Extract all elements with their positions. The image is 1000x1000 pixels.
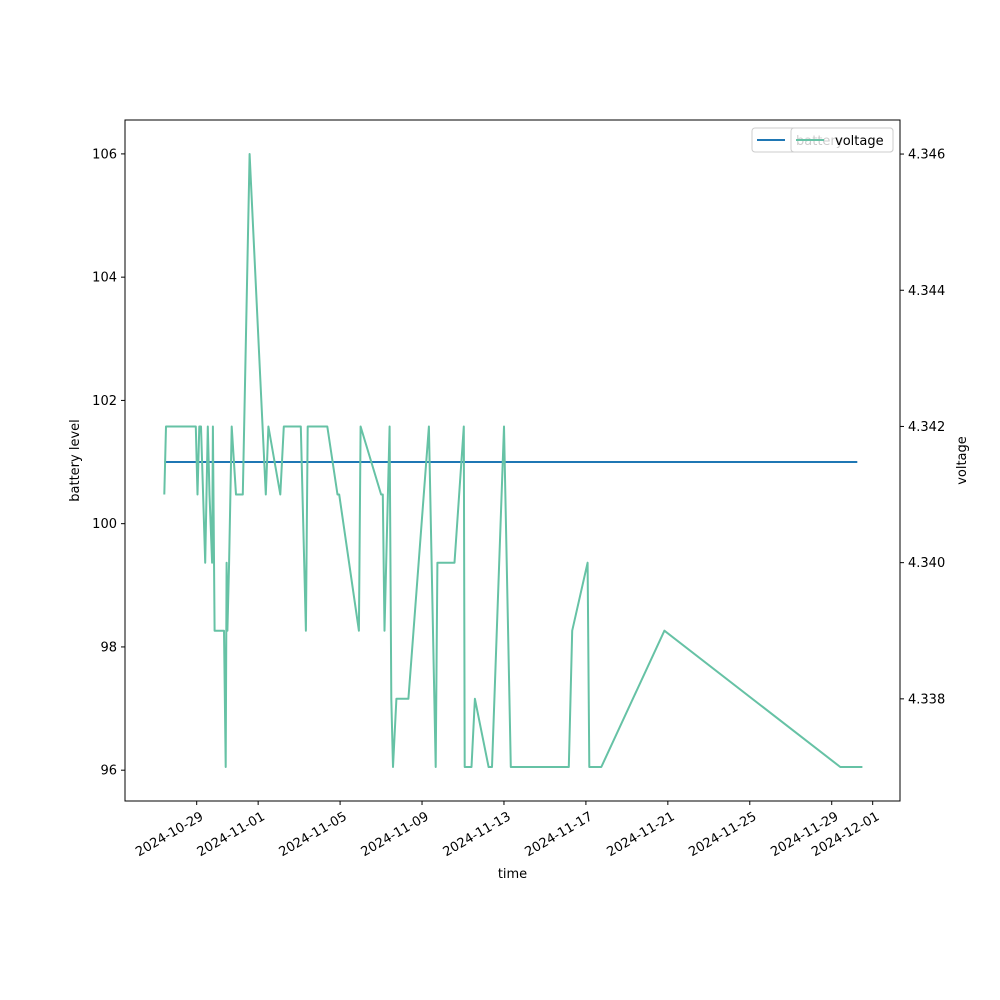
y2-tick-label: 4.342 <box>908 420 945 435</box>
y-tick-label: 106 <box>92 147 117 162</box>
y-tick-label: 100 <box>92 517 117 532</box>
series-line-voltage <box>163 153 863 768</box>
y-tick-label: 96 <box>100 764 117 779</box>
plot-frame <box>124 119 901 802</box>
y-axis-label: battery level <box>68 419 83 502</box>
y-axis-right: 4.338 4.340 4.342 4.344 4.346 <box>900 148 945 707</box>
y-tick-label: 104 <box>92 271 117 286</box>
x-axis-label: time <box>498 867 527 882</box>
y2-tick-label: 4.344 <box>908 284 945 299</box>
legend-voltage: voltage <box>790 127 894 153</box>
y2-tick-label: 4.338 <box>908 692 945 707</box>
legend-box <box>790 127 894 153</box>
y-axis-left: 96 98 100 102 104 106 <box>92 147 125 779</box>
legend-label-voltage: voltage <box>835 134 884 149</box>
series-layer <box>163 153 863 768</box>
y2-axis-label: voltage <box>955 436 970 485</box>
y2-tick-label: 4.346 <box>908 148 945 163</box>
y2-tick-label: 4.340 <box>908 556 945 571</box>
y-tick-label: 98 <box>100 640 117 655</box>
y-tick-label: 102 <box>92 394 117 409</box>
